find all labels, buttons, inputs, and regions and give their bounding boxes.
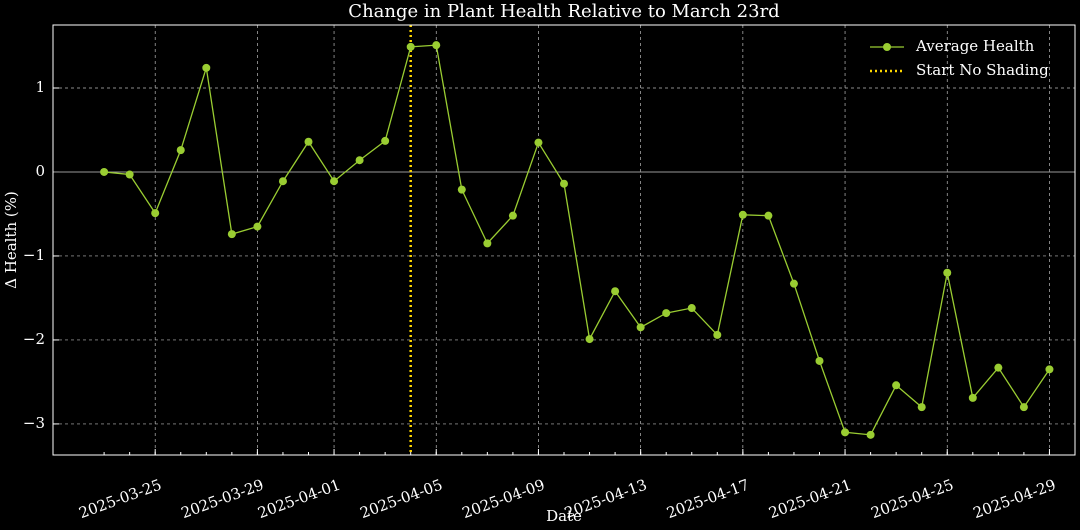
y-tick-label: 0 <box>35 162 45 180</box>
data-point <box>789 279 798 288</box>
data-point <box>841 428 850 437</box>
legend-swatch <box>883 43 891 51</box>
data-point <box>1019 403 1028 412</box>
data-point <box>304 137 313 146</box>
data-point <box>713 330 722 339</box>
data-point <box>406 42 415 51</box>
data-point <box>892 381 901 390</box>
y-axis-label: Δ Health (%) <box>2 191 20 289</box>
data-point <box>815 356 824 365</box>
data-point <box>917 403 926 412</box>
data-point <box>662 309 671 318</box>
data-point <box>585 335 594 344</box>
data-point <box>866 430 875 439</box>
data-point <box>968 393 977 402</box>
data-point <box>381 136 390 145</box>
data-point <box>125 170 134 179</box>
y-tick-label: −2 <box>23 330 45 348</box>
data-point <box>100 167 109 176</box>
chart-title: Change in Plant Health Relative to March… <box>348 1 779 22</box>
plot-frame <box>52 24 1076 456</box>
y-tick-label: −3 <box>23 414 45 432</box>
data-point <box>483 239 492 248</box>
data-point <box>636 323 645 332</box>
data-point <box>508 211 517 220</box>
data-point <box>687 304 696 313</box>
data-point <box>176 146 185 155</box>
data-point <box>611 287 620 296</box>
data-point <box>202 63 211 72</box>
data-point <box>227 230 236 239</box>
data-point <box>457 185 466 194</box>
data-point <box>560 179 568 188</box>
data-point <box>943 268 952 277</box>
x-axis-label: Date <box>546 507 582 525</box>
legend-label: Start No Shading <box>916 61 1049 79</box>
data-point <box>738 210 747 219</box>
data-point <box>253 222 262 231</box>
series-line <box>104 44 1050 436</box>
legend-label: Average Health <box>915 37 1035 55</box>
data-point <box>355 156 364 165</box>
data-point <box>764 211 773 220</box>
y-tick-label: −1 <box>23 246 45 264</box>
data-point <box>534 138 543 147</box>
data-point <box>1045 365 1054 374</box>
data-point <box>151 209 160 218</box>
data-point <box>330 177 339 186</box>
data-point <box>994 363 1003 372</box>
y-tick-label: 1 <box>35 78 45 96</box>
data-point <box>278 177 287 186</box>
data-point <box>432 41 441 50</box>
